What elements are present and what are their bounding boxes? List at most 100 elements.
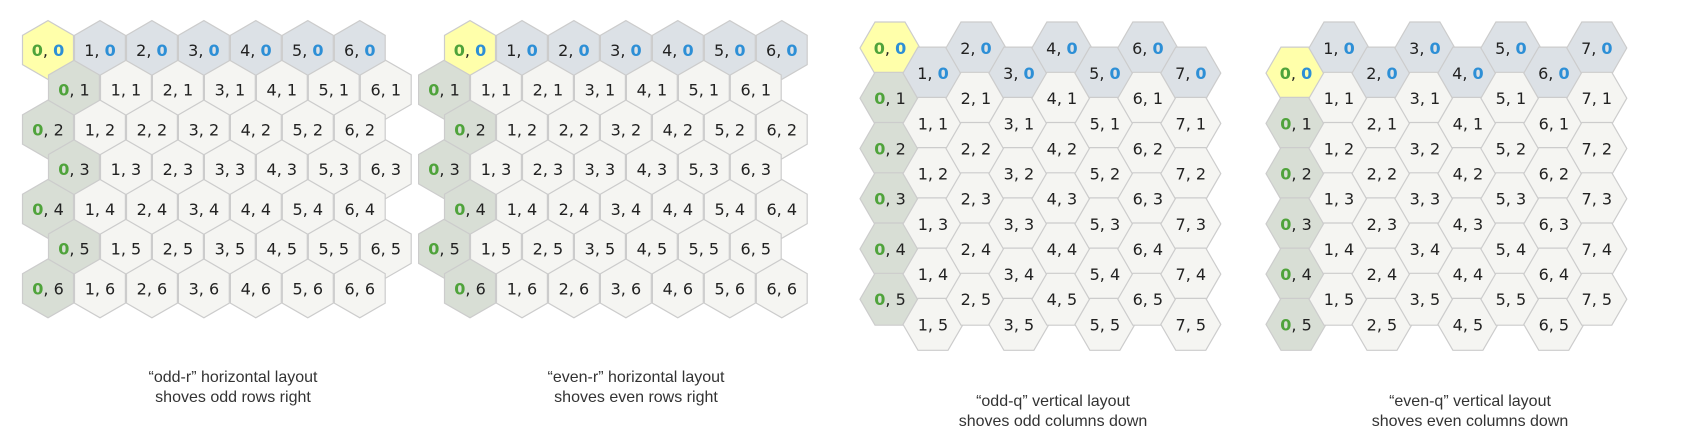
hex-row-value: 3 bbox=[657, 160, 667, 179]
hex-col-value: 2 bbox=[137, 279, 147, 298]
hex-coord-label: 0, 4 bbox=[874, 240, 906, 259]
hex-row-value: 4 bbox=[157, 200, 167, 219]
hex-row-value: 1 bbox=[287, 81, 297, 100]
hex-col-value: 6 bbox=[741, 240, 751, 259]
hex-col-value: 0 bbox=[32, 279, 43, 298]
hex-row-value: 2 bbox=[981, 139, 991, 158]
hex-row-value: 2 bbox=[631, 120, 641, 139]
hex-coord-label: 5, 3 bbox=[1090, 215, 1121, 234]
hex-coord-label: 2, 0 bbox=[558, 41, 590, 60]
hex-col-value: 4 bbox=[1047, 89, 1057, 108]
hex-row-value: 0 bbox=[1301, 64, 1312, 83]
hex-col-value: 5 bbox=[1090, 265, 1100, 284]
hex-cell-even-r-6-0: 6, 0 bbox=[755, 19, 808, 81]
hex-col-value: 6 bbox=[741, 81, 751, 100]
hex-coord-label: 2, 5 bbox=[163, 240, 194, 259]
hex-coord-label: 4, 4 bbox=[241, 200, 272, 219]
hex-col-value: 0 bbox=[874, 39, 885, 58]
hex-row-value: 0 bbox=[682, 41, 693, 60]
hex-coord-label: 3, 4 bbox=[1004, 265, 1035, 284]
hex-coord-label: 5, 4 bbox=[293, 200, 324, 219]
hex-coord-label: 3, 2 bbox=[189, 120, 220, 139]
hex-cell-even-q-1-3: 1, 3 bbox=[1308, 172, 1370, 226]
hex-row-value: 2 bbox=[1602, 139, 1612, 158]
hex-col-value: 3 bbox=[585, 81, 595, 100]
hex-row-value: 0 bbox=[1067, 39, 1078, 58]
hex-cell-odd-q-3-5: 3, 5 bbox=[988, 297, 1050, 351]
hex-row-value: 3 bbox=[553, 160, 563, 179]
hex-coord-label: 2, 2 bbox=[559, 120, 590, 139]
hex-cell-even-q-2-5: 2, 5 bbox=[1351, 297, 1413, 351]
hex-coord-label: 5, 5 bbox=[1090, 315, 1121, 334]
hex-coord-label: 5, 4 bbox=[1090, 265, 1121, 284]
hex-row-value: 0 bbox=[1558, 64, 1569, 83]
hex-coord-label: 2, 1 bbox=[163, 81, 194, 100]
hex-col-value: 4 bbox=[1047, 240, 1057, 259]
hex-coord-label: 4, 2 bbox=[1047, 139, 1078, 158]
hex-cell-odd-r-0-5: 0, 5 bbox=[47, 218, 101, 279]
hex-coord-label: 1, 5 bbox=[1324, 290, 1355, 309]
hex-coord-label: 4, 1 bbox=[637, 81, 668, 100]
hex-col-value: 2 bbox=[533, 240, 543, 259]
hex-cell-even-r-6-4: 6, 4 bbox=[755, 178, 808, 239]
hex-row-value: 5 bbox=[657, 240, 667, 259]
hex-row-value: 1 bbox=[553, 81, 563, 100]
hex-cell-even-q-3-3: 3, 3 bbox=[1394, 172, 1456, 226]
hex-row-value: 5 bbox=[1559, 315, 1569, 334]
hex-col-value: 1 bbox=[507, 120, 517, 139]
hex-col-value: 3 bbox=[1410, 290, 1420, 309]
hex-col-value: 0 bbox=[428, 81, 439, 100]
hex-cell-odd-q-2-1: 2, 1 bbox=[945, 71, 1007, 125]
hex-coord-label: 5, 0 bbox=[292, 41, 324, 60]
hex-coord-label: 6, 2 bbox=[344, 120, 375, 139]
hex-col-value: 6 bbox=[370, 240, 380, 259]
hex-col-value: 2 bbox=[961, 139, 971, 158]
hex-row-value: 1 bbox=[501, 81, 511, 100]
hex-row-value: 2 bbox=[1024, 165, 1034, 184]
hex-row-value: 3 bbox=[981, 190, 991, 209]
hex-row-value: 1 bbox=[391, 81, 401, 100]
hex-coord-label: 7, 2 bbox=[1176, 165, 1207, 184]
hex-coord-label: 1, 4 bbox=[918, 265, 949, 284]
hex-row-value: 1 bbox=[1067, 89, 1077, 108]
hex-row-value: 6 bbox=[787, 279, 797, 298]
hex-shape bbox=[281, 258, 334, 319]
hex-col-value: 2 bbox=[559, 279, 569, 298]
hex-col-value: 4 bbox=[1047, 139, 1057, 158]
hex-coord-label: 5, 3 bbox=[319, 160, 350, 179]
hex-col-value: 6 bbox=[370, 81, 380, 100]
hex-cell-odd-r-5-3: 5, 3 bbox=[307, 139, 360, 200]
hex-col-value: 5 bbox=[1090, 215, 1100, 234]
hex-coord-label: 3, 6 bbox=[189, 279, 220, 298]
hex-coord-label: 3, 3 bbox=[215, 160, 246, 179]
hex-coord-label: 0, 1 bbox=[58, 81, 90, 100]
hex-row-value: 3 bbox=[1067, 190, 1077, 209]
hex-col-value: 2 bbox=[558, 41, 568, 60]
hex-col-value: 2 bbox=[960, 39, 970, 58]
hex-row-value: 0 bbox=[1152, 39, 1163, 58]
hex-coord-label: 6, 2 bbox=[1539, 165, 1570, 184]
hex-row-value: 2 bbox=[1302, 165, 1312, 184]
hex-coord-label: 6, 0 bbox=[1538, 64, 1570, 83]
hex-coord-label: 2, 2 bbox=[1367, 165, 1398, 184]
hex-row-value: 5 bbox=[1602, 290, 1612, 309]
hex-coord-label: 2, 5 bbox=[533, 240, 564, 259]
hex-shape bbox=[333, 258, 386, 319]
hex-cell-even-q-3-4: 3, 4 bbox=[1394, 222, 1456, 276]
hex-col-value: 3 bbox=[1410, 190, 1420, 209]
hex-col-value: 1 bbox=[918, 165, 928, 184]
hex-cell-even-q-2-3: 2, 3 bbox=[1351, 197, 1413, 251]
hex-coord-label: 6, 4 bbox=[1133, 240, 1164, 259]
hex-col-value: 5 bbox=[715, 120, 725, 139]
hex-col-value: 6 bbox=[766, 279, 776, 298]
hex-coord-label: 1, 2 bbox=[1324, 139, 1355, 158]
hex-shape bbox=[177, 258, 230, 319]
hex-row-value: 2 bbox=[1153, 139, 1163, 158]
hex-col-value: 0 bbox=[874, 89, 885, 108]
hex-coord-label: 0, 3 bbox=[1280, 215, 1312, 234]
hex-coord-label: 2, 0 bbox=[1366, 64, 1398, 83]
hex-col-value: 2 bbox=[1367, 215, 1377, 234]
hex-row-value: 2 bbox=[527, 120, 537, 139]
hex-col-value: 2 bbox=[163, 240, 173, 259]
hex-row-value: 5 bbox=[553, 240, 563, 259]
